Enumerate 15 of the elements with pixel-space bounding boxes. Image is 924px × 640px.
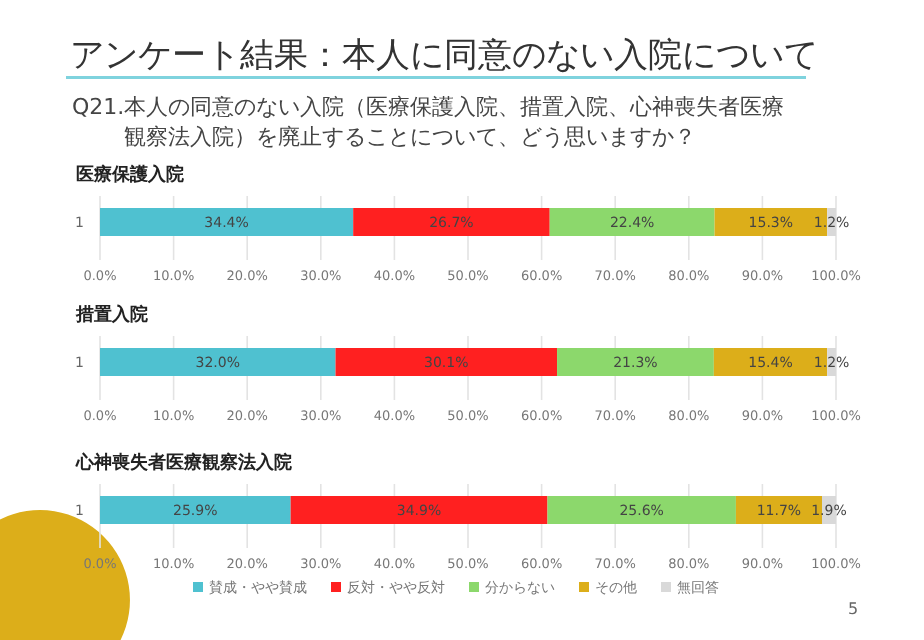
chart-title: 措置入院	[74, 304, 148, 326]
bar	[557, 348, 714, 376]
bar	[353, 208, 550, 236]
bar	[335, 348, 558, 376]
text: アンケート結果：本人に同意のない入院について	[70, 36, 818, 76]
chart-title: 医療保護入院	[76, 164, 184, 186]
text: Q21.本人の同意のない入院（医療保護入院、措置入院、心神喪失者医療観察法入院）を廃止することについて、どう思いますか？	[72, 94, 785, 150]
bar	[100, 208, 354, 236]
bar	[290, 496, 548, 524]
text: 5	[848, 600, 859, 618]
bar	[547, 496, 736, 524]
bar	[100, 348, 336, 376]
bar	[100, 496, 291, 524]
chart-title: 心神喪失者医療観察法入院	[74, 452, 292, 474]
bar	[549, 208, 715, 236]
